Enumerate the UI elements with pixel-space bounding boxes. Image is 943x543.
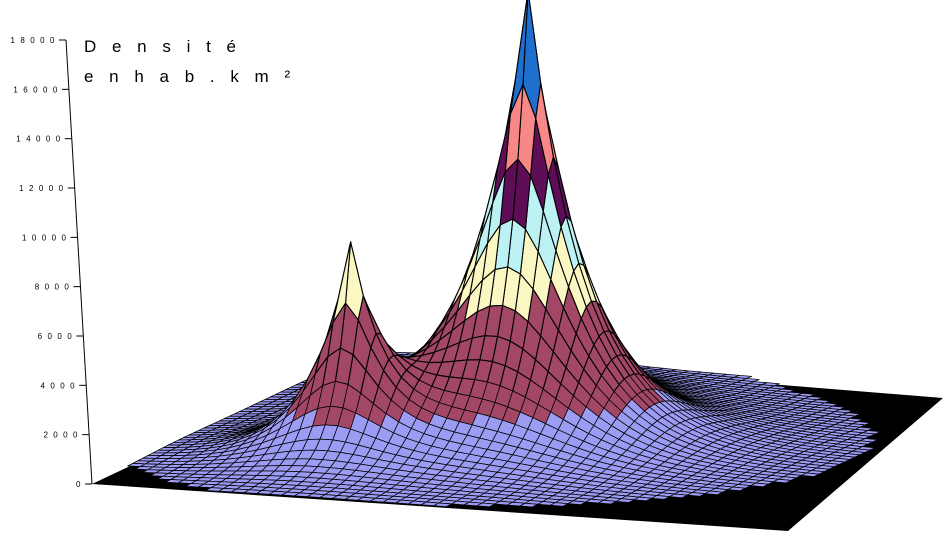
z-tick-label: 1 0 0 0 0: [22, 233, 68, 242]
z-tick-label: 0: [76, 480, 82, 489]
z-tick-label: 1 6 0 0 0: [13, 85, 59, 94]
z-tick-label: 1 8 0 0 0: [10, 36, 56, 45]
surface-cell: [142, 469, 161, 474]
z-tick-label: 1 4 0 0 0: [16, 135, 62, 144]
title-line-2: e n h a b . k m ²: [84, 67, 296, 86]
surface-cell: [185, 483, 204, 488]
surface-cell: [205, 487, 225, 492]
surface-mesh: [127, 0, 881, 508]
surface-cell: [157, 475, 177, 480]
z-axis-line: [65, 39, 93, 485]
z-tick-label: 6 0 0 0: [38, 332, 74, 341]
z-axis: 0 2 0 0 0 4 0 0 0 6 0 0 0 8 0 0 0 1 0 0 0 0 1 …: [10, 36, 93, 489]
z-axis-ticks: 0 2 0 0 0 4 0 0 0 6 0 0 0 8 0 0 0 1 0 0 0 0 1 …: [10, 36, 92, 489]
surface-cell: [127, 463, 146, 467]
surface-cell: [165, 479, 184, 484]
z-tick-label: 2 0 0 0: [43, 431, 79, 440]
title-line-1: D e n s i t é: [84, 37, 241, 56]
z-tick-label: 1 2 0 0 0: [19, 184, 65, 193]
surface-cell: [149, 472, 169, 477]
z-tick-label: 4 0 0 0: [41, 381, 77, 390]
surface-cell: [134, 466, 154, 471]
chart-title: D e n s i t é e n h a b . k m ²: [84, 37, 296, 86]
z-tick-label: 8 0 0 0: [35, 283, 71, 292]
